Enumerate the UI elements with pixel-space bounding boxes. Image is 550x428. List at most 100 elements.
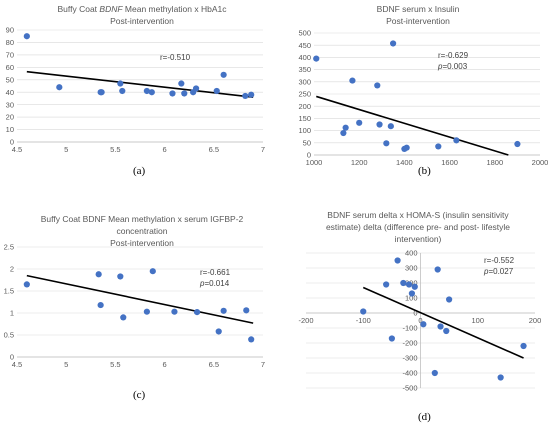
- chart-b: BDNF serum x Insulin Post-intervention 0…: [298, 4, 548, 177]
- chart-b-data-point: [356, 119, 363, 126]
- chart-b-x-tick-label: 1000: [306, 158, 323, 167]
- chart-b-y-tick-label: 300: [298, 77, 311, 86]
- chart-c-title-line2: concentration: [116, 226, 167, 236]
- chart-a-x-tick-label: 6: [163, 145, 167, 154]
- chart-b-data-point: [340, 129, 347, 137]
- chart-a-y-tick-label: 30: [6, 100, 14, 109]
- chart-c-x-tick-label: 4.5: [12, 360, 22, 369]
- chart-a-data-point: [248, 91, 255, 98]
- chart-a-annotation-r: r=-0.510: [160, 53, 191, 62]
- chart-a-x-tick-label: 6.5: [209, 145, 219, 154]
- chart-a-data-point: [56, 84, 63, 91]
- chart-d-annotation-r: r=-0.552: [484, 256, 515, 265]
- chart-a-data-point: [143, 87, 150, 95]
- chart-d-y-tick-label: -200: [402, 339, 417, 348]
- chart-d-x-tick-label: 0: [418, 316, 422, 325]
- chart-b-data-point: [387, 123, 394, 130]
- chart-c-data-point: [193, 309, 201, 316]
- chart-d-x-tick-label: 200: [529, 316, 542, 325]
- chart-d-annotation-p: p=0.027: [483, 267, 514, 276]
- chart-a-y-tick-label: 50: [6, 75, 14, 84]
- chart-a-data-point: [242, 92, 249, 100]
- chart-a-subtitle: Post-intervention: [110, 16, 174, 26]
- chart-d-data-point: [497, 374, 504, 381]
- chart-d-x-tick-label: -100: [356, 316, 371, 325]
- chart-d-data-point: [446, 296, 453, 303]
- chart-d-title-line3: intervention): [395, 234, 442, 244]
- chart-c-data-point: [95, 271, 102, 278]
- chart-b-data-point: [342, 124, 349, 131]
- chart-d-data-point: [411, 283, 418, 290]
- chart-c-data-point: [143, 308, 150, 315]
- chart-d-y-tick-label: 400: [405, 249, 418, 258]
- chart-d-y-tick-label: -400: [402, 369, 417, 378]
- chart-c-panel-label: (c): [133, 389, 146, 401]
- chart-c-y-tick-label: 1.5: [4, 287, 14, 296]
- chart-c-data-point: [23, 281, 30, 288]
- chart-a-y-tick-label: 20: [6, 113, 14, 122]
- chart-c-y-tick-label: 2: [10, 265, 14, 274]
- chart-c-subtitle: Post-intervention: [110, 238, 174, 248]
- chart-c-x-tick-label: 6.5: [209, 360, 219, 369]
- chart-a-data-point: [220, 71, 227, 78]
- chart-c-x-tick-label: 5.5: [110, 360, 120, 369]
- chart-d-data-point: [408, 290, 416, 297]
- chart-b-trendline: [316, 95, 509, 156]
- chart-b-y-tick-label: 400: [298, 53, 311, 62]
- chart-c-annotation-r: r=-0.661: [200, 268, 231, 277]
- chart-a-data-point: [213, 87, 220, 95]
- chart-b-data-point: [453, 137, 460, 144]
- chart-a-x-tick-label: 5.5: [110, 145, 120, 154]
- chart-d-y-tick-label: 100: [405, 294, 418, 303]
- chart-a-y-tick-label: 60: [6, 63, 14, 72]
- chart-d-data-point: [520, 342, 527, 350]
- chart-b-y-tick-label: 500: [298, 29, 311, 38]
- chart-d-y-tick-label: 0: [413, 309, 417, 318]
- chart-d-data-point: [443, 327, 450, 335]
- chart-d-y-tick-label: -300: [402, 354, 417, 363]
- chart-d-x-tick-label: -200: [298, 316, 313, 325]
- chart-d-data-point: [431, 369, 438, 377]
- chart-b-y-tick-label: 0: [307, 151, 311, 160]
- chart-a: Buffy Coat BDNF Mean methylation x HbA1c…: [6, 4, 265, 177]
- chart-b-y-tick-label: 50: [303, 138, 311, 147]
- chart-c-x-tick-label: 6: [163, 360, 167, 369]
- chart-d-y-tick-label: 300: [405, 264, 418, 273]
- chart-a-data-point: [181, 90, 188, 97]
- chart-b-annotation-r: r=-0.629: [438, 51, 469, 60]
- chart-c-y-tick-label: 0: [10, 353, 14, 362]
- chart-c-trendline: [26, 274, 254, 324]
- chart-b-data-point: [435, 143, 442, 150]
- chart-a-trendline: [26, 70, 254, 98]
- chart-b-y-tick-label: 200: [298, 102, 311, 111]
- chart-b-data-point: [374, 82, 381, 89]
- chart-c-data-point: [171, 308, 178, 315]
- chart-d-data-point: [360, 308, 367, 315]
- chart-b-x-tick-label: 1800: [486, 158, 503, 167]
- chart-c-y-tick-label: 2.5: [4, 243, 14, 252]
- chart-b-title: BDNF serum x Insulin: [377, 4, 460, 14]
- chart-d-title-line2: estimate) delta (difference pre- and pos…: [326, 222, 510, 232]
- chart-a-data-point: [178, 80, 185, 87]
- chart-c-data-point: [149, 268, 156, 275]
- chart-d-data-point: [405, 281, 413, 288]
- chart-c-data-point: [120, 314, 127, 321]
- chart-c-x-tick-label: 5: [64, 360, 68, 369]
- chart-d-data-point: [437, 323, 444, 330]
- chart-a-data-point: [119, 87, 126, 95]
- chart-a-data-point: [98, 89, 105, 96]
- chart-d-title: BDNF serum delta x HOMA-S (insulin sensi…: [327, 210, 509, 220]
- chart-b-data-point: [390, 40, 397, 47]
- chart-b-y-tick-label: 250: [298, 90, 311, 99]
- chart-b-data-point: [349, 77, 356, 84]
- chart-a-y-tick-label: 90: [6, 26, 14, 35]
- chart-c-y-tick-label: 0.5: [4, 331, 14, 340]
- chart-a-data-point: [148, 89, 155, 96]
- chart-d-data-point: [400, 279, 407, 287]
- chart-c-data-point: [215, 328, 222, 335]
- chart-a-data-point: [192, 85, 200, 92]
- chart-b-x-tick-label: 1400: [396, 158, 413, 167]
- chart-a-x-tick-label: 7: [261, 145, 265, 154]
- chart-a-panel-label: (a): [133, 165, 146, 177]
